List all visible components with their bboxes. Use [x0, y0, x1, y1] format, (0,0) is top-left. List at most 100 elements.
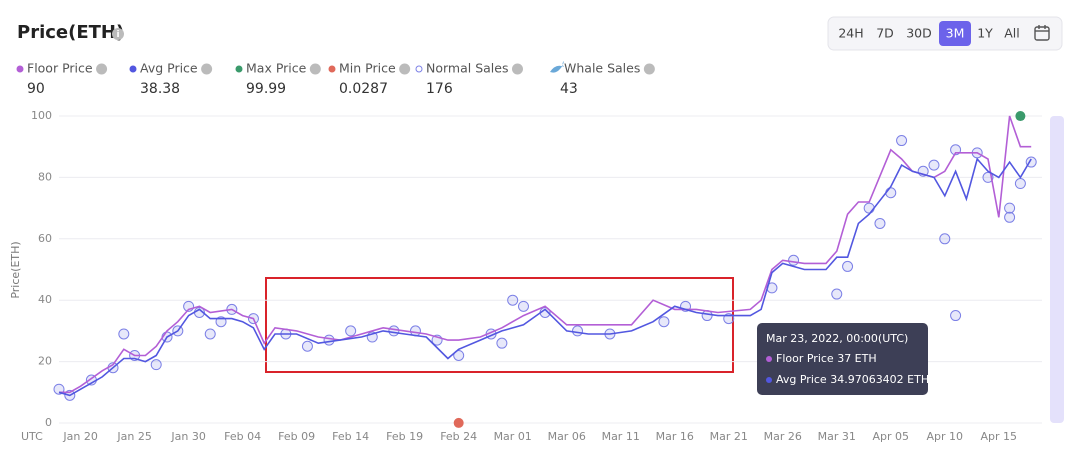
x-tick-label: Mar 11 [602, 430, 640, 443]
y-tick-label: 20 [38, 355, 52, 368]
whale-icon [550, 61, 564, 73]
range-button-active [939, 21, 971, 46]
info-icon [96, 63, 108, 75]
legend-value: 43 [560, 81, 578, 97]
range-button[interactable]: 3M [946, 26, 965, 41]
x-tick-label: Mar 26 [764, 430, 802, 443]
sale-point [345, 325, 357, 337]
tooltip-avg: Avg Price 34.97063402 ETH [776, 373, 929, 386]
info-icon: i [112, 28, 124, 40]
price-line [58, 157, 1032, 397]
y-tick-label: 40 [38, 293, 52, 306]
x-tick-label: Mar 21 [710, 430, 748, 443]
info-icon [511, 63, 523, 75]
legend-label: Min Price [339, 61, 396, 76]
y-tick-label: 0 [45, 416, 52, 429]
sale-point [896, 135, 908, 147]
legend-value: 38.38 [140, 81, 180, 97]
legend-dot [16, 65, 24, 73]
legend-value: 90 [27, 81, 45, 97]
info-icon [309, 63, 321, 75]
y-tick-label: 100 [31, 109, 52, 122]
legend-label: Floor Price [27, 61, 93, 76]
range-button[interactable]: 7D [876, 26, 894, 41]
range-slider[interactable] [1050, 116, 1064, 423]
legend-label: Avg Price [140, 61, 198, 76]
title: Price(ETH) [17, 22, 124, 43]
tooltip-box [757, 323, 928, 395]
x-tick-label: Feb 04 [224, 430, 261, 443]
x-tick-label: Mar 31 [818, 430, 856, 443]
x-tick-label: Feb 09 [278, 430, 315, 443]
sale-point [928, 159, 940, 171]
min-price-marker [453, 417, 464, 428]
tooltip-floor: Floor Price 37 ETH [776, 352, 877, 365]
sale-point [517, 300, 529, 312]
sale-point [388, 325, 400, 337]
sale-point [842, 260, 854, 272]
x-axis-label: UTC [21, 430, 43, 443]
sale-point [118, 328, 130, 340]
info-icon [201, 63, 213, 75]
legend-dot [235, 65, 243, 73]
x-tick-label: Jan 25 [116, 430, 151, 443]
legend-label: Normal Sales [426, 61, 508, 76]
x-tick-label: Apr 10 [927, 430, 964, 443]
sale-point [150, 359, 162, 371]
legend-value: 0.0287 [339, 81, 388, 97]
legend-label: Max Price [246, 61, 307, 76]
highlight-box [265, 277, 734, 373]
x-tick-label: Feb 24 [440, 430, 477, 443]
sale-point [507, 294, 519, 306]
legend-label: Whale Sales [564, 61, 640, 76]
x-tick-label: Jan 20 [62, 430, 97, 443]
info-icon [643, 63, 655, 75]
legend-dot [328, 65, 336, 73]
sale-point [950, 310, 962, 322]
legend-dot [129, 65, 137, 73]
x-tick-label: Apr 05 [873, 430, 910, 443]
x-tick-label: Mar 01 [494, 430, 532, 443]
info-icon [399, 63, 411, 75]
tooltip-dot [766, 356, 772, 362]
x-tick-label: Mar 06 [548, 430, 586, 443]
legend-value: 99.99 [246, 81, 286, 97]
svg-text:i: i [116, 30, 119, 40]
sale-point [1004, 211, 1016, 223]
tooltip-dot [766, 377, 772, 383]
sale-point [874, 217, 886, 229]
sale-point [453, 349, 465, 361]
x-tick-label: Mar 16 [656, 430, 694, 443]
y-tick-label: 80 [38, 170, 52, 183]
calendar-icon [1034, 25, 1050, 41]
legend-value: 176 [426, 81, 453, 97]
range-button[interactable]: 30D [906, 26, 932, 41]
max-price-marker [1015, 111, 1026, 122]
sale-point [301, 340, 313, 352]
sale-point [204, 328, 216, 340]
sale-point [939, 233, 951, 245]
sale-point [496, 337, 508, 349]
sale-point [863, 202, 875, 214]
tooltip-date: Mar 23, 2022, 00:00(UTC) [766, 332, 908, 345]
range-button[interactable]: 24H [838, 26, 863, 41]
sale-point [788, 254, 800, 266]
y-tick-label: 60 [38, 232, 52, 245]
sale-point [1004, 202, 1016, 214]
legend-dot [415, 65, 423, 73]
sale-point [1014, 178, 1026, 190]
x-tick-label: Apr 15 [981, 430, 1018, 443]
x-tick-label: Jan 30 [170, 430, 205, 443]
range-button[interactable]: All [1004, 26, 1020, 41]
sale-point [885, 187, 897, 199]
x-tick-label: Feb 19 [386, 430, 423, 443]
sale-point [831, 288, 843, 300]
price-line [59, 115, 1032, 394]
range-button[interactable]: 1Y [977, 26, 993, 41]
sale-point [658, 316, 670, 328]
sale-point [572, 325, 584, 337]
sale-point [323, 334, 335, 346]
x-tick-label: Feb 14 [332, 430, 369, 443]
